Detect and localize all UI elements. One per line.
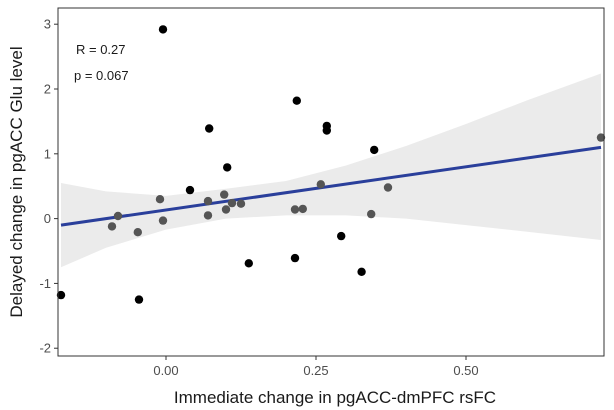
x-tick-label: 0.25 [303, 363, 328, 378]
y-axis-title: Delayed change in pgACC Glu level [7, 46, 26, 317]
data-points-layer [56, 25, 606, 304]
data-point-20 [133, 228, 142, 237]
y-tick-label: 0 [44, 211, 51, 226]
data-point-4 [205, 124, 214, 133]
data-point-24 [203, 196, 213, 206]
data-point-29 [298, 204, 307, 214]
correlation-r-annotation: R = 0.27 [76, 42, 126, 57]
data-point-5 [223, 163, 232, 172]
y-tick-label: 2 [44, 82, 51, 97]
confidence-band [61, 73, 601, 268]
y-tick-label: 3 [44, 17, 51, 32]
data-point-15 [367, 209, 376, 219]
x-axis: 0.00 0.25 0.50 [153, 356, 479, 378]
data-point-26 [220, 190, 229, 199]
data-point-9 [292, 96, 301, 105]
data-point-12 [322, 126, 331, 135]
regression-line-layer [60, 145, 602, 227]
p-value-annotation: p = 0.067 [74, 68, 129, 83]
data-point-27 [221, 205, 231, 214]
x-axis-title: Immediate change in pgACC-dmPFC rsFC [174, 388, 496, 407]
data-point-19 [113, 211, 123, 221]
data-point-31 [383, 183, 393, 192]
data-point-28 [290, 205, 300, 214]
data-point-8 [244, 259, 253, 268]
plot-panel-border [57, 7, 605, 357]
data-point-2 [134, 295, 144, 304]
data-point-1 [56, 290, 66, 300]
data-point-21 [155, 195, 165, 204]
data-point-25 [203, 211, 213, 220]
x-tick-label: 0.00 [153, 363, 178, 378]
data-point-14 [357, 267, 366, 276]
data-point-7 [236, 199, 246, 208]
data-point-30 [316, 180, 325, 189]
y-axis: -2 -1 0 1 2 3 [39, 17, 58, 356]
data-point-13 [337, 231, 346, 241]
y-tick-label: -1 [39, 276, 51, 291]
data-point-6 [227, 198, 237, 208]
y-tick-label: 1 [44, 146, 51, 161]
data-point-22 [158, 216, 168, 225]
regression-line [60, 145, 602, 227]
data-point-17 [596, 133, 606, 142]
data-point-10 [290, 253, 300, 263]
y-tick-label: -2 [39, 341, 51, 356]
data-point-23 [185, 185, 195, 195]
x-tick-label: 0.50 [453, 363, 478, 378]
data-point-18 [107, 222, 117, 231]
data-point-3 [158, 25, 168, 34]
data-point-16 [370, 145, 379, 155]
confidence-band-layer [61, 73, 601, 268]
